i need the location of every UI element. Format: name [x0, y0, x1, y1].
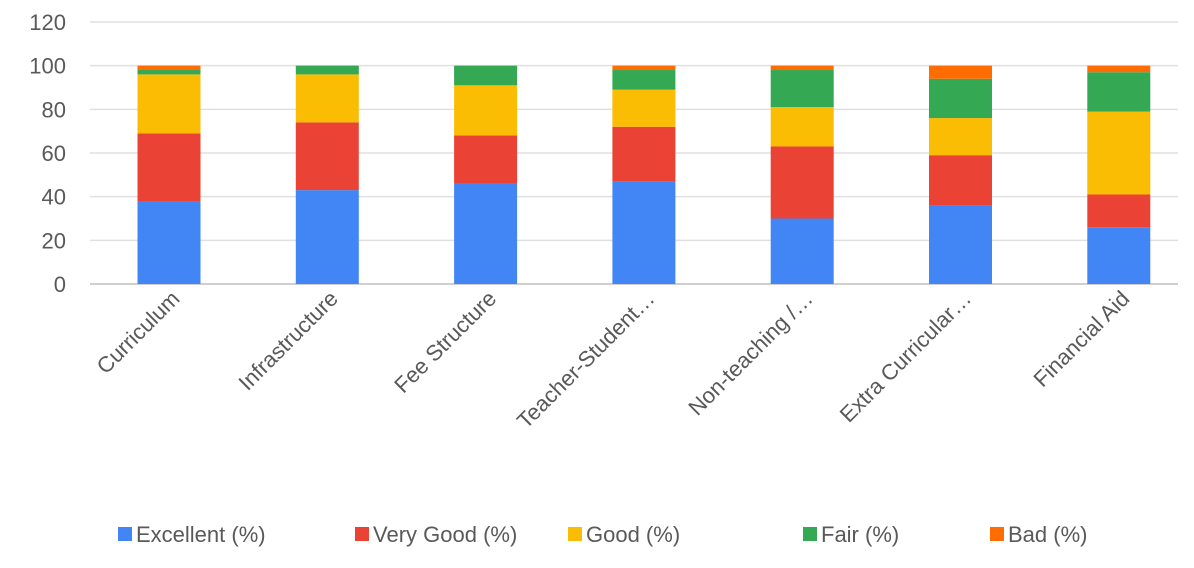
bar-segment [770, 218, 834, 284]
bar-segment [1087, 65, 1151, 73]
bar-segment [1087, 72, 1151, 112]
legend-swatch [568, 527, 582, 541]
legend-label: Bad (%) [1008, 522, 1087, 547]
bar-segment [137, 74, 201, 134]
x-tick-label: Extra Curricular… [835, 286, 976, 427]
y-tick-label: 0 [54, 272, 66, 297]
x-tick-label: Infrastructure [234, 286, 343, 395]
bar-segment [929, 155, 992, 206]
legend-swatch [118, 527, 132, 541]
y-axis-ticks: 0 20 40 60 80 100 120 [29, 10, 66, 297]
legend-label: Very Good (%) [373, 522, 517, 547]
bar-segment [770, 70, 834, 108]
bar-segment [612, 89, 676, 127]
y-tick-label: 20 [42, 228, 66, 253]
bar-segment [454, 135, 518, 184]
bar-segment [1087, 227, 1151, 284]
y-tick-label: 60 [42, 141, 66, 166]
x-tick-label: Teacher-Student… [512, 286, 659, 433]
x-tick-label: Fee Structure [389, 286, 501, 398]
legend-label: Good (%) [586, 522, 680, 547]
bar-segment [770, 146, 834, 219]
legend-label: Excellent (%) [136, 522, 266, 547]
bar-segment [612, 65, 676, 71]
bar-segment [295, 65, 359, 75]
x-tick-label: Financial Aid [1028, 286, 1134, 392]
bar-segment [137, 201, 201, 284]
x-tick-label: Curriculum [92, 286, 185, 379]
legend-swatch [355, 527, 369, 541]
bar-segment [929, 118, 992, 156]
bar-segment [295, 190, 359, 284]
y-tick-label: 100 [29, 54, 66, 79]
y-tick-label: 80 [42, 97, 66, 122]
bar-segment [295, 122, 359, 191]
bar-segment [612, 181, 676, 284]
bar-segment [137, 70, 201, 75]
bar-segment [1087, 194, 1151, 228]
bar-segment [454, 65, 518, 86]
bar-segment [295, 74, 359, 123]
bar-segment [137, 65, 201, 71]
bars [137, 65, 1151, 284]
legend-swatch [990, 527, 1004, 541]
y-tick-label: 120 [29, 10, 66, 35]
bar-segment [929, 205, 992, 284]
x-tick-label: Non-teaching /… [683, 286, 817, 420]
legend-label: Fair (%) [821, 522, 899, 547]
bar-segment [929, 65, 992, 79]
x-axis-ticks: Curriculum Infrastructure Fee Structure Tea… [92, 286, 1135, 433]
y-tick-label: 40 [42, 185, 66, 210]
bar-segment [929, 78, 992, 119]
bar-segment [1087, 111, 1151, 195]
legend-swatch [803, 527, 817, 541]
bar-segment [612, 70, 676, 90]
bar-segment [454, 183, 518, 284]
bar-segment [612, 126, 676, 182]
bar-segment [137, 133, 201, 202]
bar-segment [770, 107, 834, 147]
bar-segment [770, 65, 834, 71]
bar-segment [454, 85, 518, 136]
legend: Excellent (%) Very Good (%) Good (%) Fair (… [118, 522, 1087, 547]
